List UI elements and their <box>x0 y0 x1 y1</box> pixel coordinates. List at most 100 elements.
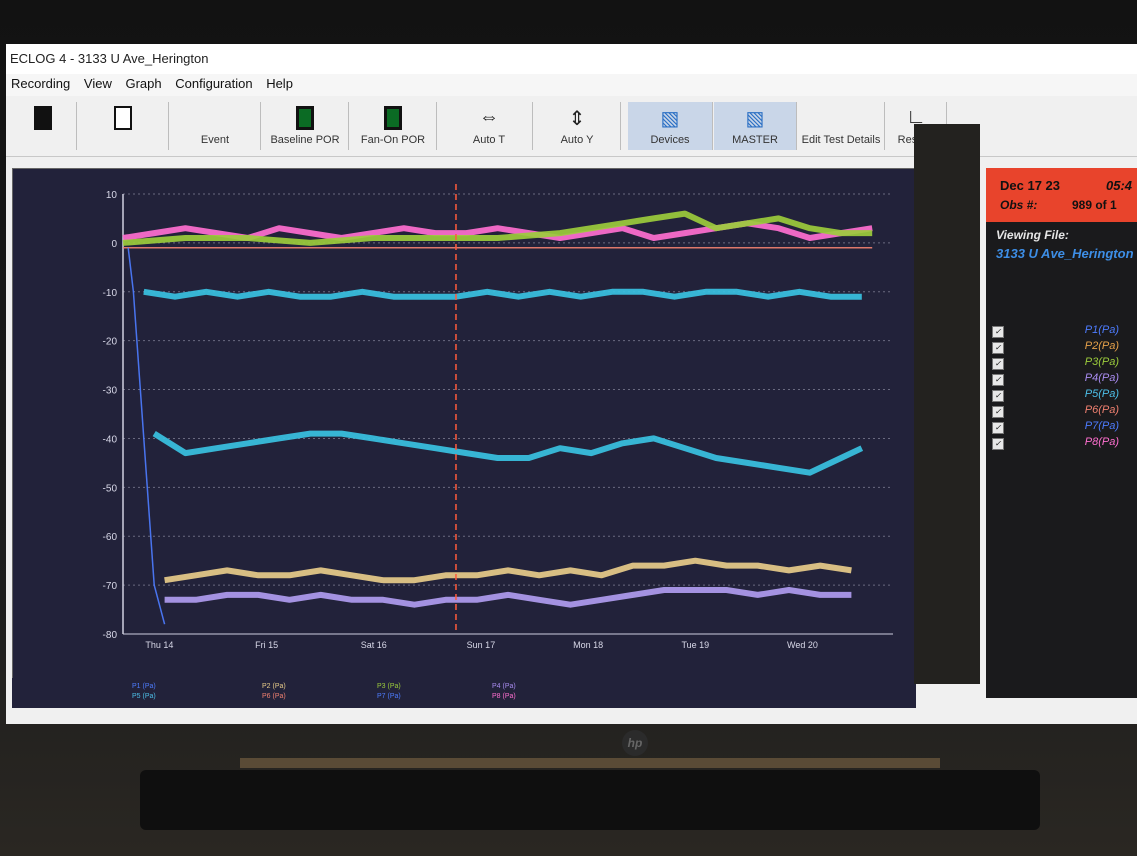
series-line <box>127 247 166 625</box>
record-button[interactable] <box>10 102 77 150</box>
stop-button[interactable] <box>78 102 169 150</box>
y-tick-label: 0 <box>111 239 117 250</box>
channel-row[interactable]: ✓ P7(Pa) <box>986 420 1137 436</box>
vertical-arrows-icon: ⇕ <box>568 108 586 130</box>
horizontal-arrows-icon: ⇔ <box>479 106 499 128</box>
y-tick-label: -50 <box>103 483 118 494</box>
channel-checkbox[interactable]: ✓ <box>992 438 1004 450</box>
channel-name: P2(Pa) <box>1084 340 1119 352</box>
series-line <box>143 288 862 300</box>
device-icon: ▧ <box>660 108 680 130</box>
y-tick-label: -40 <box>103 434 118 445</box>
date-status-box: Dec 17 23 05:4 Obs #: 989 of 1 <box>986 168 1137 222</box>
record-icon <box>34 106 52 130</box>
fan-on-por-label: Fan-On POR <box>360 134 426 146</box>
channel-checkbox[interactable]: ✓ <box>992 358 1004 370</box>
status-time: 05:4 <box>1106 178 1133 193</box>
channel-name: P6(Pa) <box>1084 404 1119 416</box>
legend-p5: P5 (Pa) <box>132 693 156 700</box>
channel-row[interactable]: ✓ P2(Pa) <box>986 340 1137 356</box>
master-icon: ▧ <box>745 108 765 130</box>
x-tick-label: Sun 17 <box>467 640 496 650</box>
x-tick-label: Tue 19 <box>681 640 709 650</box>
menu-bar: Recording View Graph Configuration Help <box>6 74 1137 96</box>
fan-on-por-icon <box>384 106 402 130</box>
bezel-stripe <box>240 758 940 768</box>
side-panel: Dec 17 23 05:4 Obs #: 989 of 1 Viewing F… <box>986 168 1137 698</box>
legend-p8: P8 (Pa) <box>492 693 516 700</box>
pressure-chart[interactable]: 10 0 -10 -20 -30 -40 -50 -60 -70 -80 Thu 14 Fri 15 S… <box>12 168 918 680</box>
viewing-file-label: Viewing File: <box>996 228 1069 242</box>
legend-p7: P7 (Pa) <box>377 693 401 700</box>
channel-name: P3(Pa) <box>1084 356 1119 368</box>
baseline-por-button[interactable]: Baseline POR <box>262 102 349 150</box>
channel-row[interactable]: ✓ P6(Pa) <box>986 404 1137 420</box>
y-tick-label: -80 <box>103 630 118 641</box>
edit-test-details-label: Edit Test Details <box>801 134 881 146</box>
baseline-por-icon <box>296 106 314 130</box>
menu-configuration[interactable]: Configuration <box>175 76 253 91</box>
channel-row[interactable]: ✓ P5(Pa) <box>986 388 1137 404</box>
graph-axes-icon: ∟ <box>906 106 926 128</box>
channel-checkbox[interactable]: ✓ <box>992 342 1004 354</box>
auto-t-label: Auto T <box>472 134 506 146</box>
auto-t-button[interactable]: ⇔ Auto T <box>446 102 533 150</box>
obs-label: Obs #: <box>1000 198 1038 212</box>
obs-value: 989 of 1 <box>1072 198 1117 212</box>
status-date: Dec 17 23 <box>1000 178 1060 193</box>
hp-logo-icon: hp <box>622 730 648 756</box>
x-tick-label: Sat 16 <box>361 640 387 650</box>
y-tick-label: -20 <box>103 337 118 348</box>
y-tick-label: -10 <box>103 288 118 299</box>
x-tick-label: Mon 18 <box>573 640 603 650</box>
channel-name: P7(Pa) <box>1084 420 1119 432</box>
channel-checkbox[interactable]: ✓ <box>992 390 1004 402</box>
channel-checkbox[interactable]: ✓ <box>992 406 1004 418</box>
channel-name: P8(Pa) <box>1084 436 1119 448</box>
channel-checkbox[interactable]: ✓ <box>992 374 1004 386</box>
channel-checkbox[interactable]: ✓ <box>992 326 1004 338</box>
channel-row[interactable]: ✓ P4(Pa) <box>986 372 1137 388</box>
chart-legend: P1 (Pa) P5 (Pa) P2 (Pa) P6 (Pa) P3 (Pa) … <box>12 678 916 708</box>
menu-recording[interactable]: Recording <box>11 76 71 91</box>
y-tick-label: -60 <box>103 532 118 543</box>
edit-test-details-button[interactable]: Edit Test Details <box>798 102 885 150</box>
devices-label: Devices <box>650 134 690 146</box>
devices-button[interactable]: ▧ Devices <box>628 102 713 150</box>
stop-icon <box>114 106 132 130</box>
legend-p6: P6 (Pa) <box>262 693 286 700</box>
auto-y-label: Auto Y <box>560 134 594 146</box>
master-label: MASTER <box>732 134 778 146</box>
master-button[interactable]: ▧ MASTER <box>714 102 797 150</box>
legend-p2: P2 (Pa) <box>262 683 286 690</box>
baseline-por-label: Baseline POR <box>270 134 340 146</box>
channel-name: P1(Pa) <box>1084 324 1119 336</box>
y-tick-label: -70 <box>103 581 118 592</box>
menu-graph[interactable]: Graph <box>125 76 162 91</box>
laptop-hinge <box>140 770 1040 830</box>
x-tick-label: Thu 14 <box>145 640 173 650</box>
series-line <box>164 587 852 608</box>
event-label: Event <box>200 134 230 146</box>
x-tick-label: Fri 15 <box>255 640 278 650</box>
chart-svg: 10 0 -10 -20 -30 -40 -50 -60 -70 -80 Thu 14 Fri 15 S… <box>103 184 893 650</box>
series-line <box>152 430 864 476</box>
channel-row[interactable]: ✓ P1(Pa) <box>986 324 1137 340</box>
channel-row[interactable]: ✓ P3(Pa) <box>986 356 1137 372</box>
channel-name: P4(Pa) <box>1084 372 1119 384</box>
y-tick-label: 10 <box>106 190 118 201</box>
event-button[interactable]: Event <box>170 102 261 150</box>
legend-p3: P3 (Pa) <box>377 683 401 690</box>
fan-on-por-button[interactable]: Fan-On POR <box>350 102 437 150</box>
channel-checkbox[interactable]: ✓ <box>992 422 1004 434</box>
channel-name: P5(Pa) <box>1084 388 1119 400</box>
x-tick-label: Wed 20 <box>787 640 818 650</box>
auto-y-button[interactable]: ⇕ Auto Y <box>534 102 621 150</box>
menu-view[interactable]: View <box>83 76 112 91</box>
window-title: ECLOG 4 - 3133 U Ave_Herington <box>6 44 1137 74</box>
series-line <box>164 557 852 584</box>
menu-help[interactable]: Help <box>266 76 293 91</box>
channel-row[interactable]: ✓ P8(Pa) <box>986 436 1137 452</box>
viewing-file-name: 3133 U Ave_Herington <box>996 246 1134 261</box>
screen-glare-area <box>914 124 980 684</box>
